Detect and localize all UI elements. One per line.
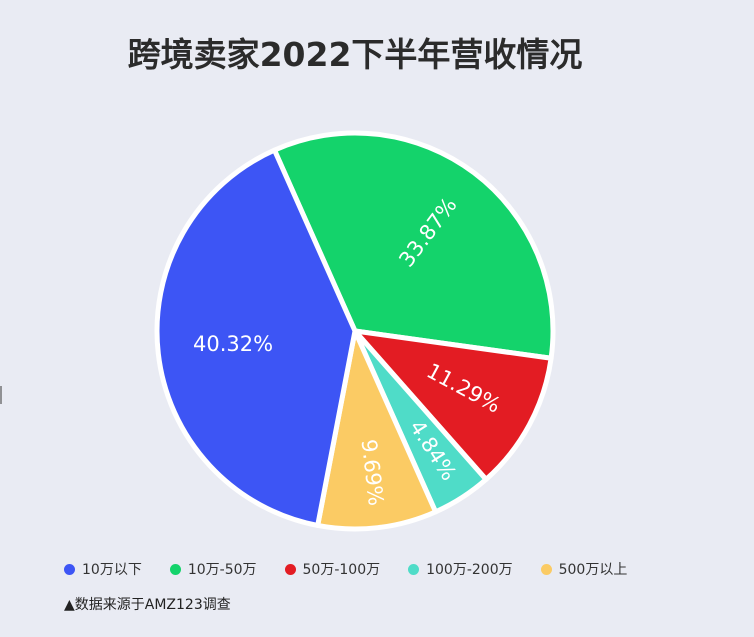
legend-label: 10万-50万 <box>187 562 257 578</box>
pie-slice-3[interactable] <box>352 328 554 482</box>
legend-label: 500万以上 <box>558 562 628 578</box>
legend-item-2[interactable]: 10万-50万 <box>169 559 257 579</box>
edge-divider <box>0 386 5 404</box>
legend: 10万以下 10万-50万 50万-100万 100万-200万 500万以上 <box>64 559 655 579</box>
legend-dot-icon <box>64 563 75 575</box>
chart-title: 跨境卖家2022下半年营收情况 <box>127 35 583 74</box>
pie-slice-1[interactable] <box>154 147 358 528</box>
legend-item-3[interactable]: 50万-100万 <box>284 559 381 579</box>
legend-dot-icon <box>169 563 181 575</box>
legend-dot-icon <box>408 563 420 575</box>
legend-label: 10万以下 <box>82 562 142 578</box>
source-note: ▲数据来源于AMZ123调查 <box>64 597 231 613</box>
legend-label: 100万-200万 <box>426 562 513 578</box>
legend-dot-icon <box>284 563 296 575</box>
legend-item-4[interactable]: 100万-200万 <box>408 559 513 579</box>
legend-label: 50万-100万 <box>302 562 381 578</box>
legend-item-1[interactable]: 10万以下 <box>64 559 142 579</box>
legend-item-5[interactable]: 500万以上 <box>540 559 628 579</box>
slice-label-1: 40.32% <box>193 332 273 356</box>
legend-dot-icon <box>540 563 552 575</box>
